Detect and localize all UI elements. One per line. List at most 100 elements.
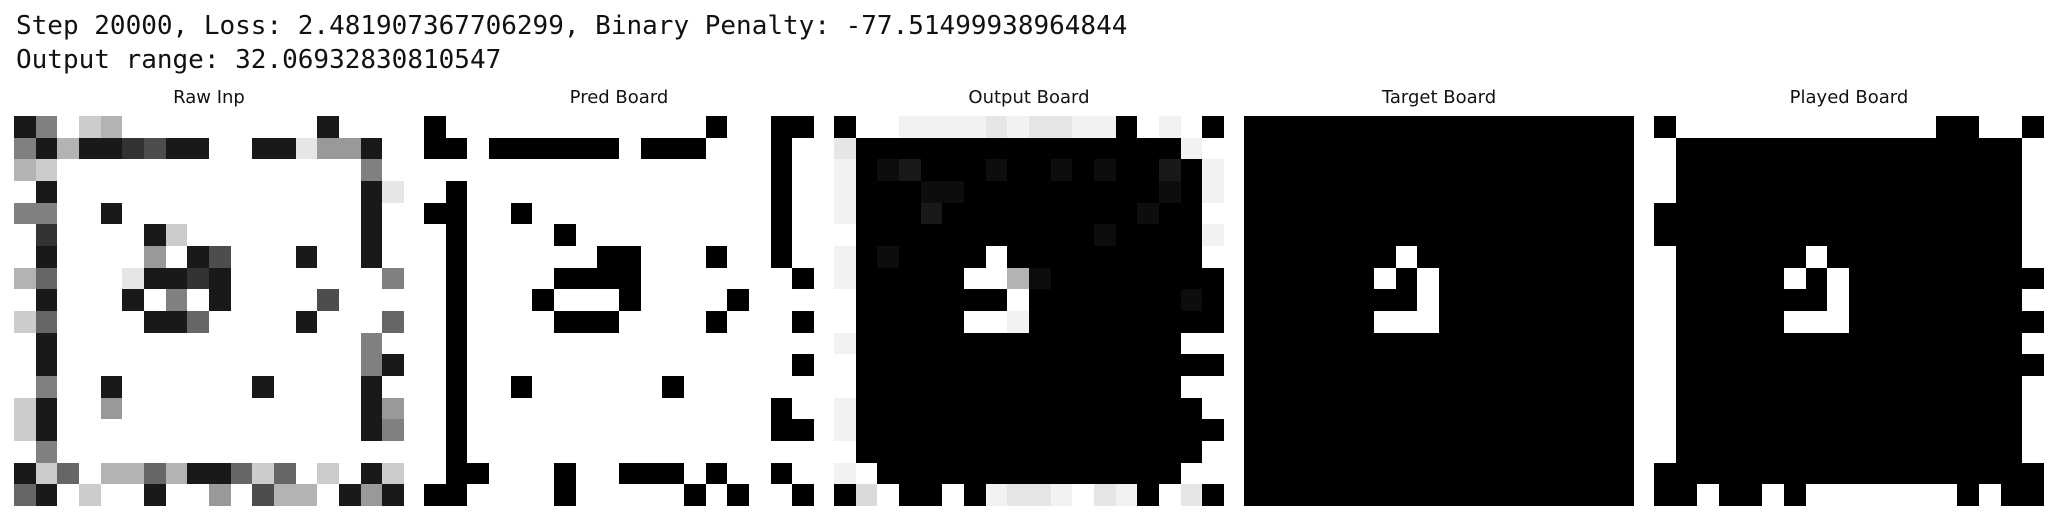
- board-cell: [1093, 462, 1116, 485]
- board-cell: [920, 462, 943, 485]
- board-cell: [165, 267, 188, 290]
- board-cell: [1330, 375, 1353, 398]
- board-cell: [920, 289, 943, 311]
- board-cell: [1978, 224, 2001, 246]
- board-cell: [1330, 484, 1353, 506]
- board-cell: [1417, 310, 1439, 333]
- board-cell: [1050, 245, 1073, 268]
- board-cell: [208, 245, 231, 268]
- board-cell: [662, 137, 684, 160]
- board-cell: [165, 137, 188, 160]
- board-cell: [143, 224, 166, 246]
- board-cell: [445, 137, 468, 160]
- panel-title-raw-inp: Raw Inp: [173, 87, 245, 108]
- board-cell: [1654, 137, 1676, 160]
- board-cell: [382, 354, 404, 376]
- board-cell: [898, 137, 921, 160]
- board-cell: [1892, 245, 1914, 268]
- board-cell: [230, 484, 253, 506]
- board-cell: [1202, 354, 1224, 376]
- board-cell: [1654, 397, 1676, 420]
- board-cell: [727, 180, 749, 203]
- board-cell: [553, 462, 576, 485]
- board-cell: [14, 310, 36, 333]
- board-cell: [122, 137, 144, 160]
- board-cell: [898, 354, 921, 376]
- board-cell: [1718, 332, 1741, 355]
- board-cell: [1373, 375, 1396, 398]
- board-cell: [1417, 224, 1439, 246]
- board-cell: [770, 245, 793, 268]
- board-cell: [317, 354, 339, 376]
- board-cell: [467, 419, 489, 441]
- board-cell: [1697, 267, 1719, 290]
- board-cell: [705, 440, 728, 463]
- board-cell: [1137, 310, 1159, 333]
- board-cell: [57, 397, 79, 420]
- board-cell: [553, 440, 576, 463]
- board-cell: [1718, 375, 1741, 398]
- board-cell: [985, 440, 1008, 463]
- board-cell: [317, 245, 339, 268]
- board-cell: [1395, 484, 1418, 506]
- board-cell: [57, 267, 79, 290]
- board-cell: [165, 419, 188, 441]
- board-cell: [424, 440, 446, 463]
- board-cell: [338, 462, 361, 485]
- board-cell: [1675, 224, 1698, 246]
- board-cell: [1612, 137, 1634, 160]
- board-cell: [14, 332, 36, 355]
- board-cell: [963, 116, 986, 138]
- board-cell: [1007, 267, 1029, 290]
- board-cell: [165, 180, 188, 203]
- board-cell: [748, 332, 771, 355]
- board-cell: [963, 440, 986, 463]
- board-cell: [575, 267, 598, 290]
- board-cell: [122, 267, 144, 290]
- board-cell: [683, 332, 706, 355]
- board-cell: [877, 159, 899, 181]
- board-cell: [1050, 354, 1073, 376]
- board-cell: [1417, 397, 1439, 420]
- board-cell: [1503, 332, 1526, 355]
- board-cell: [1525, 375, 1548, 398]
- board-cell: [1892, 310, 1914, 333]
- board-cell: [792, 484, 814, 506]
- board-cell: [35, 180, 58, 203]
- board-cell: [1590, 159, 1613, 181]
- board-cell: [705, 375, 728, 398]
- board-cell: [640, 419, 663, 441]
- board-cell: [1460, 159, 1483, 181]
- board-cell: [920, 245, 943, 268]
- board-cell: [1093, 202, 1116, 225]
- board-cell: [877, 332, 899, 355]
- board-cell: [510, 116, 533, 138]
- board-cell: [488, 289, 511, 311]
- board-cell: [252, 224, 274, 246]
- board-cell: [1265, 202, 1288, 225]
- board-cell: [920, 180, 943, 203]
- board-cell: [662, 159, 684, 181]
- board-cell: [834, 202, 856, 225]
- board-cell: [230, 245, 253, 268]
- board-cell: [338, 440, 361, 463]
- board-cell: [942, 484, 964, 506]
- board-cell: [985, 310, 1008, 333]
- board-cell: [1093, 310, 1116, 333]
- board-cell: [770, 440, 793, 463]
- board-cell: [1072, 245, 1094, 268]
- board-cell: [575, 224, 598, 246]
- board-cell: [1395, 375, 1418, 398]
- board-cell: [1870, 440, 1893, 463]
- board-cell: [1547, 419, 1569, 441]
- board-cell: [1202, 137, 1224, 160]
- board-cell: [1287, 180, 1309, 203]
- board-cell: [1892, 116, 1914, 138]
- board-cell: [1438, 180, 1461, 203]
- board-cell: [1740, 310, 1763, 333]
- board-cell: [1892, 224, 1914, 246]
- board-cell: [770, 419, 793, 441]
- board-cell: [338, 354, 361, 376]
- board-cell: [208, 440, 231, 463]
- board-cell: [575, 419, 598, 441]
